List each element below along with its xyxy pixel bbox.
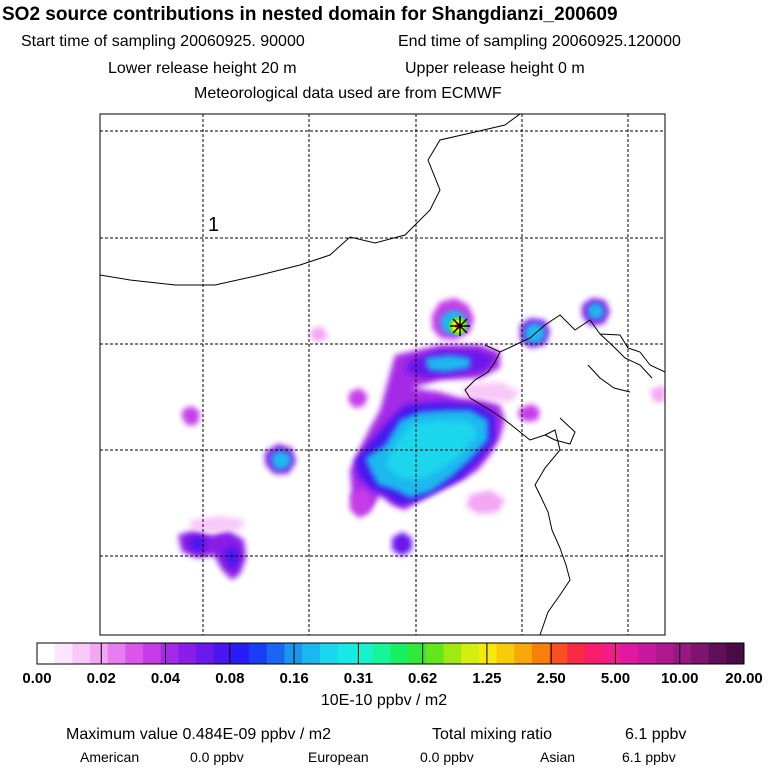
colorbar-swatch	[213, 643, 232, 664]
chart-title: SO2 source contributions in nested domai…	[2, 4, 618, 25]
colorbar-swatch	[637, 643, 657, 664]
colorbar-swatch	[337, 643, 356, 664]
colorbar-swatch	[160, 643, 179, 664]
colorbar-tick-label: 0.00	[22, 670, 52, 687]
concentration-patch	[518, 404, 540, 422]
total-value: 6.1 ppbv	[625, 726, 687, 743]
colorbar-swatch	[478, 643, 498, 664]
colorbar-swatch	[284, 643, 303, 664]
met-data-label: Meteorological data used are from ECMWF	[194, 85, 502, 102]
colorbar-tick-label: 0.31	[343, 670, 373, 687]
colorbar-swatch	[355, 643, 374, 664]
end-time-label: End time of sampling 20060925.120000	[398, 33, 681, 50]
colorbar-swatch	[567, 643, 586, 664]
colorbar-tick-label: 0.08	[215, 670, 245, 687]
colorbar-tick-label: 0.04	[150, 670, 181, 687]
start-time-label: Start time of sampling 20060925. 90000	[21, 33, 305, 50]
concentration-patch	[310, 326, 328, 342]
american-label: American	[80, 749, 140, 765]
colorbar-unit: 10E-10 ppbv / m2	[320, 692, 448, 709]
max-value-label: Maximum value 0.484E-09 ppbv / m2	[66, 726, 332, 743]
american-value: 0.0 ppbv	[190, 749, 244, 765]
colorbar-swatch	[54, 643, 73, 664]
colorbar-swatch	[408, 643, 427, 664]
colorbar-tick-label: 0.62	[408, 670, 438, 687]
total-label: Total mixing ratio	[432, 726, 553, 743]
colorbar-swatch	[178, 643, 197, 664]
colorbar-swatch	[655, 643, 674, 664]
colorbar-tick-label: 2.50	[536, 670, 566, 687]
colorbar	[36, 642, 745, 665]
concentration-patch	[270, 450, 292, 470]
colorbar-swatch	[726, 643, 745, 664]
colorbar-swatch	[266, 643, 285, 664]
colorbar-swatch	[90, 643, 109, 664]
colorbar-swatch	[72, 643, 91, 664]
colorbar-swatch	[372, 643, 391, 664]
colorbar-swatch	[443, 643, 462, 664]
concentration-field	[178, 298, 665, 580]
colorbar-tick-label: 10.00	[660, 670, 699, 687]
colorbar-swatch	[673, 643, 692, 664]
colorbar-swatch	[708, 643, 727, 664]
upper-release-label: Upper release height 0 m	[405, 60, 585, 77]
colorbar-tick-label: 5.00	[600, 670, 631, 687]
coastline-peninsula	[544, 417, 576, 445]
map-frame	[99, 113, 666, 636]
concentration-patch	[188, 536, 206, 552]
colorbar-swatch	[690, 643, 710, 664]
coastlines	[100, 114, 665, 635]
colorbar-swatch	[196, 643, 215, 664]
concentration-patch	[650, 385, 665, 402]
colorbar-swatch	[390, 643, 409, 664]
concentration-patch	[587, 302, 605, 320]
coastline-shandong	[464, 351, 571, 635]
colorbar-tick-label: 1.25	[472, 670, 502, 687]
grid-lines	[100, 114, 665, 635]
colorbar-swatch	[319, 643, 338, 664]
asian-label: Asian	[540, 749, 576, 765]
colorbar-swatch	[461, 643, 480, 664]
coastline-east	[587, 364, 631, 393]
concentration-patch	[182, 406, 200, 426]
colorbar-swatch	[231, 643, 250, 664]
asian-value: 6.1 ppbv	[622, 749, 676, 765]
colorbar-swatch	[302, 643, 321, 664]
concentration-patch	[425, 355, 470, 372]
colorbar-swatch	[143, 643, 162, 664]
colorbar-swatch	[549, 643, 568, 664]
colorbar-tick-label: 0.16	[279, 670, 309, 687]
grid-label: 1	[208, 214, 219, 236]
lower-release-label: Lower release height 20 m	[108, 60, 297, 77]
colorbar-swatch	[602, 643, 621, 664]
concentration-patch	[190, 516, 245, 532]
colorbar-swatch	[37, 643, 56, 664]
coastline-north	[100, 114, 521, 286]
colorbar-tick-label: 20.00	[725, 670, 763, 687]
colorbar-swatch	[425, 643, 445, 664]
concentration-patch	[392, 532, 412, 556]
concentration-patch	[224, 546, 240, 568]
colorbar-swatch	[620, 643, 639, 664]
colorbar-swatch	[125, 643, 144, 664]
colorbar-swatch	[496, 643, 515, 664]
colorbar-swatch	[531, 643, 551, 664]
source-star-icon	[450, 316, 470, 336]
concentration-patch	[466, 490, 505, 514]
colorbar-tick-label: 0.02	[86, 670, 116, 687]
colorbar-swatch	[107, 643, 126, 664]
colorbar-swatch	[249, 643, 268, 664]
colorbar-swatch	[514, 643, 533, 664]
concentration-patch	[350, 488, 372, 518]
colorbar-frame	[36, 642, 745, 665]
concentration-patch	[348, 388, 368, 408]
coastline-korea	[599, 333, 653, 379]
colorbar-swatch	[584, 643, 604, 664]
concentration-patch	[462, 382, 520, 402]
european-label: European	[308, 749, 369, 765]
european-value: 0.0 ppbv	[420, 749, 474, 765]
